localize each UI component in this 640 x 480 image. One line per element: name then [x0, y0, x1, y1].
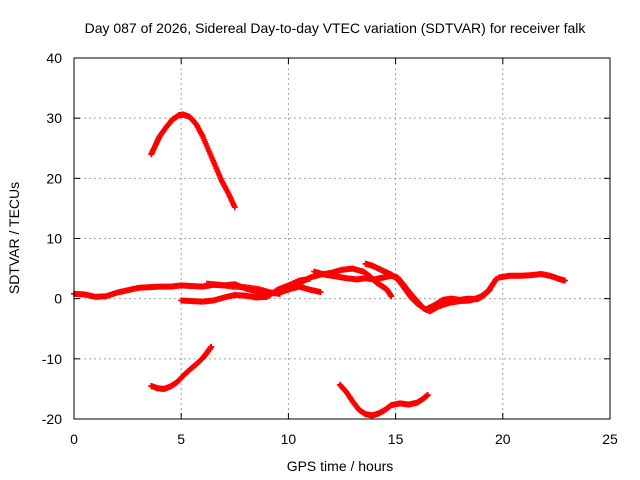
x-tick-label: 5: [177, 431, 185, 447]
data-point: [388, 293, 395, 300]
y-axis-label: SDTVAR / TECUs: [6, 182, 22, 294]
data-point: [276, 290, 283, 297]
series-arc-low-mid: [336, 381, 431, 419]
data-point: [231, 204, 238, 211]
x-tick-label: 25: [602, 431, 618, 447]
series-arc-low-left: [148, 343, 215, 392]
y-tick-label: -10: [42, 351, 62, 367]
y-tick-labels: -20 -10 0 10 20 30 40: [42, 50, 62, 427]
x-tick-label: 15: [388, 431, 404, 447]
data-points: [71, 111, 568, 419]
x-tick-label: 0: [70, 431, 78, 447]
y-tick-label: 30: [46, 110, 62, 126]
chart-title: Day 087 of 2026, Sidereal Day-to-day VTE…: [85, 20, 587, 36]
y-tick-label: 0: [54, 291, 62, 307]
data-point: [561, 277, 568, 284]
series-mid-cluster-c: [362, 260, 493, 313]
grid: [73, 57, 611, 420]
y-tick-label: 20: [46, 170, 62, 186]
x-tick-label: 10: [281, 431, 297, 447]
x-tick-label: 20: [495, 431, 511, 447]
series-baseline-c: [203, 280, 283, 297]
series-right-cluster: [495, 270, 568, 284]
x-tick-labels: 0 5 10 15 20 25: [70, 431, 618, 447]
y-tick-label: -20: [42, 411, 62, 427]
x-axis-label: GPS time / hours: [287, 458, 394, 474]
data-point: [486, 286, 493, 293]
series-arc-high: [148, 111, 238, 211]
plot-frame: [73, 57, 611, 420]
y-tick-label: 40: [46, 50, 62, 66]
data-point: [424, 391, 431, 398]
y-tick-label: 10: [46, 231, 62, 247]
data-point: [208, 343, 215, 350]
data-point: [317, 289, 324, 296]
